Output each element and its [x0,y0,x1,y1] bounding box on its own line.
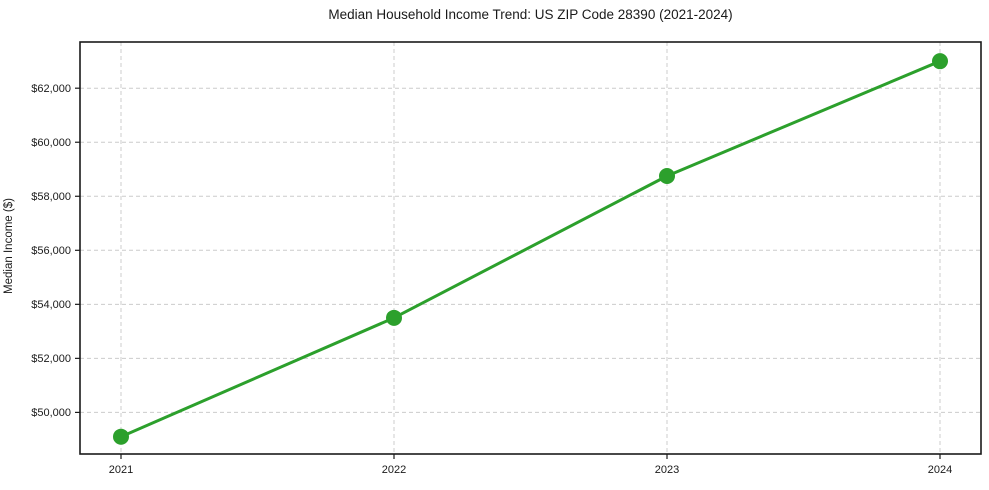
y-tick-label: $54,000 [31,299,71,311]
x-tick-label: 2023 [655,464,679,476]
data-point-2023 [659,168,675,185]
y-tick-label: $60,000 [31,137,71,149]
y-tick-label: $50,000 [31,407,71,419]
data-point-2024 [932,53,948,70]
chart-title: Median Household Income Trend: US ZIP Co… [328,7,733,22]
y-tick-label: $62,000 [31,83,71,95]
data-point-2022 [386,309,402,326]
x-tick-label: 2022 [382,464,406,476]
y-tick-label: $52,000 [31,353,71,365]
trend-line [119,59,942,439]
y-tick-label: $58,000 [31,191,71,203]
axes-box [79,41,982,455]
data-point-2021 [113,428,129,445]
x-tick-label: 2024 [928,464,952,476]
y-axis-label: Median Income ($) [3,198,15,294]
y-tick-label: $56,000 [31,245,71,257]
x-tick-label: 2021 [109,464,133,476]
